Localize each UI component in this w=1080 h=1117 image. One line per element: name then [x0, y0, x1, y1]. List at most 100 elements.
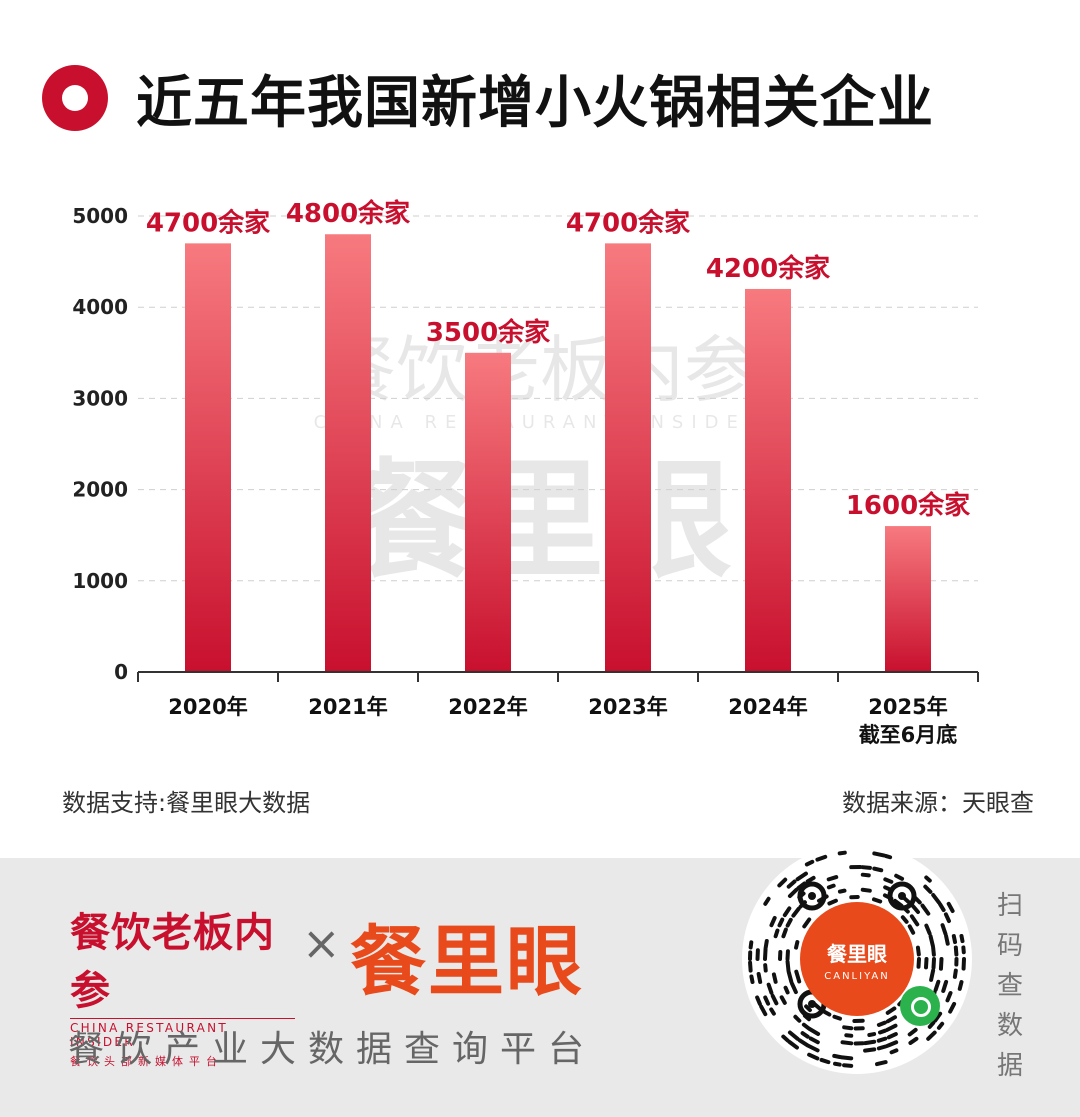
- qr-dash: [943, 912, 951, 924]
- qr-dash: [806, 1043, 820, 1053]
- qr-dash: [911, 904, 920, 914]
- qr-dash: [808, 1036, 820, 1045]
- qr-dash: [842, 1025, 854, 1031]
- qr-dash: [931, 893, 942, 905]
- qr-dash: [871, 897, 883, 904]
- qr-dash: [819, 1057, 831, 1065]
- qr-dash: [923, 957, 929, 970]
- qr-dash: [763, 939, 769, 950]
- qr-dash: [860, 865, 872, 870]
- qr-dash: [883, 877, 894, 884]
- qr-dash: [924, 923, 932, 936]
- qr-dash: [770, 993, 779, 1006]
- qr-dash: [782, 906, 792, 918]
- qr-dash: [844, 1033, 854, 1038]
- data-label: 4700余家: [566, 207, 690, 238]
- qr-dash: [781, 1034, 790, 1043]
- qr-dash: [908, 1036, 919, 1045]
- qr-finder: [887, 881, 917, 911]
- qr-dash: [933, 1011, 943, 1023]
- data-label: 4700余家: [146, 207, 270, 238]
- qr-dash: [826, 875, 839, 882]
- qr-dash: [842, 1063, 854, 1068]
- qr-dash: [796, 881, 807, 891]
- title-bullet-icon: [42, 65, 108, 131]
- scan-prompt: 扫码查数据: [996, 891, 1023, 1081]
- qr-dash: [787, 887, 799, 899]
- qr-dash: [749, 974, 755, 985]
- qr-dash: [773, 928, 780, 939]
- y-tick-label: 3000: [72, 386, 128, 410]
- x-tick-label: 2024年: [728, 695, 807, 719]
- qr-dash: [872, 851, 886, 858]
- y-tick-label: 5000: [72, 204, 128, 228]
- qr-dash: [875, 1060, 888, 1067]
- qr-dash: [748, 960, 753, 973]
- qr-dash: [860, 887, 872, 893]
- qr-dash: [837, 888, 847, 894]
- qr-dash: [763, 963, 768, 973]
- qr-dash: [766, 982, 774, 995]
- qr-dash: [802, 917, 812, 929]
- qr-dash: [777, 917, 785, 928]
- qr-dash: [957, 980, 964, 991]
- brand-logo-canliyan: 餐里眼: [350, 917, 584, 1006]
- qr-dash: [885, 1006, 897, 1015]
- qr-center-text: 餐里眼: [827, 942, 887, 966]
- qr-pattern: [748, 850, 966, 1068]
- qr-dash: [787, 1030, 800, 1041]
- qr-dash: [794, 969, 802, 984]
- qr-dash: [793, 1014, 802, 1023]
- qr-dash: [769, 1007, 776, 1016]
- qr-dash: [923, 884, 933, 894]
- qr-dash: [926, 1030, 937, 1041]
- data-label: 1600余家: [846, 490, 970, 521]
- qr-dash: [867, 1032, 877, 1038]
- qr-dash: [786, 879, 797, 889]
- bar: [885, 526, 931, 672]
- qr-dash: [827, 898, 838, 906]
- qr-dash: [769, 915, 777, 928]
- qr-dash: [946, 901, 955, 913]
- y-tick-label: 1000: [72, 569, 128, 593]
- qr-dash: [877, 1028, 888, 1035]
- qr-dash: [787, 1040, 799, 1050]
- qr-dash: [889, 1048, 899, 1055]
- qr-dash: [756, 972, 763, 984]
- qr-dash: [936, 1021, 945, 1030]
- qr-dash: [797, 1038, 810, 1048]
- qr-dash: [832, 1053, 842, 1059]
- qr-dash: [929, 968, 936, 982]
- qr-dash: [807, 1026, 821, 1037]
- page-title: 近五年我国新增小火锅相关企业: [136, 70, 934, 136]
- qr-dash: [800, 1031, 810, 1039]
- qr-dash: [777, 877, 788, 888]
- qr-finder: [797, 881, 827, 911]
- brand1-sub: 餐饮头部新媒体平台: [70, 1055, 223, 1068]
- qr-dash: [894, 873, 905, 881]
- bar: [465, 352, 511, 672]
- x-tick-label: 2023年: [588, 695, 667, 719]
- x-tick-label: 截至6月底: [859, 723, 958, 747]
- qr-dash: [915, 945, 921, 957]
- qr-dash: [959, 933, 965, 944]
- qr-dash: [833, 1061, 842, 1067]
- data-support-note: 数据支持:餐里眼大数据: [62, 789, 311, 817]
- brand1-en: CHINA RESTAURANT INSIDER: [70, 1018, 295, 1049]
- qr-dash: [804, 859, 815, 867]
- qr-dash: [863, 1047, 877, 1053]
- qr-center-en: CANLIYAN: [824, 971, 890, 982]
- mini-program-qr-code[interactable]: 餐里眼 CANLIYAN: [742, 844, 972, 1074]
- qr-dash: [920, 903, 931, 916]
- qr-center-logo: 餐里眼 CANLIYAN: [800, 902, 914, 1016]
- qr-dash: [839, 1055, 854, 1061]
- qr-dash: [893, 898, 904, 908]
- qr-dash: [863, 1039, 877, 1046]
- brand1-name: 餐饮老板内参: [70, 910, 275, 1014]
- qr-dash: [948, 1001, 957, 1014]
- qr-dash: [805, 875, 816, 884]
- qr-dash: [801, 1022, 811, 1031]
- bar: [605, 243, 651, 673]
- qr-dash: [763, 946, 768, 961]
- qr-dash: [789, 981, 798, 995]
